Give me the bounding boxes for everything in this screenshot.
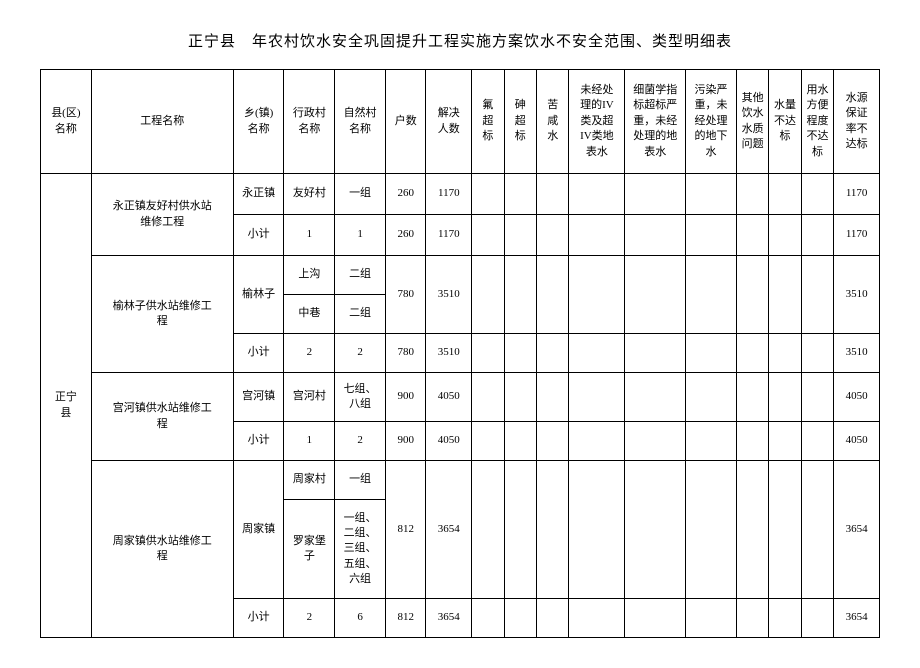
cell: 4050 bbox=[426, 422, 472, 461]
cell: 宫河村 bbox=[284, 373, 335, 422]
cell: 260 bbox=[385, 174, 426, 215]
page-title: 正宁县 年农村饮水安全巩固提升工程实施方案饮水不安全范围、类型明细表 bbox=[40, 30, 880, 51]
cell: 一组 bbox=[335, 461, 386, 500]
project-cell: 周家镇供水站维修工程 bbox=[91, 461, 233, 638]
cell: 小计 bbox=[233, 422, 284, 461]
cell: 2 bbox=[335, 334, 386, 373]
cell: 4050 bbox=[834, 422, 880, 461]
cell: 2 bbox=[335, 422, 386, 461]
table-row: 周家镇供水站维修工程 周家镇 周家村 一组 812 3654 3654 bbox=[41, 461, 880, 500]
cell: 中巷 bbox=[284, 295, 335, 334]
detail-table: 县(区)名称 工程名称 乡(镇)名称 行政村名称 自然村名称 户数 解决人数 氟… bbox=[40, 69, 880, 638]
table-row: 宫河镇供水站维修工程 宫河镇 宫河村 七组、八组 900 4050 4050 bbox=[41, 373, 880, 422]
col-other: 其他饮水水质问题 bbox=[736, 70, 768, 174]
cell: 一组、二组、三组、五组、六组 bbox=[335, 500, 386, 599]
cell: 1 bbox=[284, 215, 335, 256]
table-row: 榆林子供水站维修工程 榆林子 上沟 二组 780 3510 3510 bbox=[41, 256, 880, 295]
col-bacteria: 细菌学指标超标严重，未经处理的地表水 bbox=[625, 70, 686, 174]
col-pollution: 污染严重，未经处理的地下水 bbox=[686, 70, 737, 174]
cell: 小计 bbox=[233, 215, 284, 256]
cell: 七组、八组 bbox=[335, 373, 386, 422]
cell: 3510 bbox=[834, 256, 880, 334]
col-project: 工程名称 bbox=[91, 70, 233, 174]
cell: 812 bbox=[385, 599, 426, 638]
cell: 4050 bbox=[426, 373, 472, 422]
col-brackish: 苦咸水 bbox=[537, 70, 569, 174]
cell: 1170 bbox=[834, 174, 880, 215]
cell: 1170 bbox=[426, 174, 472, 215]
cell: 1 bbox=[284, 422, 335, 461]
cell: 宫河镇 bbox=[233, 373, 284, 422]
col-town: 乡(镇)名称 bbox=[233, 70, 284, 174]
cell: 3510 bbox=[834, 334, 880, 373]
col-natural: 自然村名称 bbox=[335, 70, 386, 174]
col-fluoride: 氟超标 bbox=[472, 70, 504, 174]
cell: 3654 bbox=[426, 461, 472, 599]
cell: 3654 bbox=[834, 599, 880, 638]
cell: 友好村 bbox=[284, 174, 335, 215]
cell: 小计 bbox=[233, 599, 284, 638]
cell: 812 bbox=[385, 461, 426, 599]
cell: 3510 bbox=[426, 334, 472, 373]
col-untreated: 未经处理的IV类及超IV类地表水 bbox=[569, 70, 625, 174]
cell: 榆林子 bbox=[233, 256, 284, 334]
cell: 一组 bbox=[335, 174, 386, 215]
cell: 小计 bbox=[233, 334, 284, 373]
cell: 2 bbox=[284, 334, 335, 373]
cell: 周家村 bbox=[284, 461, 335, 500]
cell: 900 bbox=[385, 373, 426, 422]
col-county: 县(区)名称 bbox=[41, 70, 92, 174]
cell: 260 bbox=[385, 215, 426, 256]
project-cell: 宫河镇供水站维修工程 bbox=[91, 373, 233, 461]
cell: 二组 bbox=[335, 256, 386, 295]
cell: 周家镇 bbox=[233, 461, 284, 599]
county-cell: 正宁县 bbox=[41, 174, 92, 638]
col-village: 行政村名称 bbox=[284, 70, 335, 174]
cell: 3654 bbox=[834, 461, 880, 599]
col-pop: 解决人数 bbox=[426, 70, 472, 174]
col-guarantee: 水源保证率不达标 bbox=[834, 70, 880, 174]
cell: 2 bbox=[284, 599, 335, 638]
cell: 二组 bbox=[335, 295, 386, 334]
table-row: 正宁县 永正镇友好村供水站维修工程 永正镇 友好村 一组 260 1170 11… bbox=[41, 174, 880, 215]
col-hh: 户数 bbox=[385, 70, 426, 174]
cell: 永正镇 bbox=[233, 174, 284, 215]
project-cell: 榆林子供水站维修工程 bbox=[91, 256, 233, 373]
col-quantity: 水量不达标 bbox=[769, 70, 801, 174]
cell: 780 bbox=[385, 256, 426, 334]
cell: 1170 bbox=[426, 215, 472, 256]
table-header-row: 县(区)名称 工程名称 乡(镇)名称 行政村名称 自然村名称 户数 解决人数 氟… bbox=[41, 70, 880, 174]
col-arsenic: 砷超标 bbox=[504, 70, 536, 174]
cell: 1 bbox=[335, 215, 386, 256]
cell: 900 bbox=[385, 422, 426, 461]
cell: 罗家堡子 bbox=[284, 500, 335, 599]
cell: 4050 bbox=[834, 373, 880, 422]
col-convenience: 用水方便程度不达标 bbox=[801, 70, 833, 174]
cell: 1170 bbox=[834, 215, 880, 256]
cell: 3510 bbox=[426, 256, 472, 334]
cell: 6 bbox=[335, 599, 386, 638]
cell: 上沟 bbox=[284, 256, 335, 295]
cell: 780 bbox=[385, 334, 426, 373]
project-cell: 永正镇友好村供水站维修工程 bbox=[91, 174, 233, 256]
cell: 3654 bbox=[426, 599, 472, 638]
